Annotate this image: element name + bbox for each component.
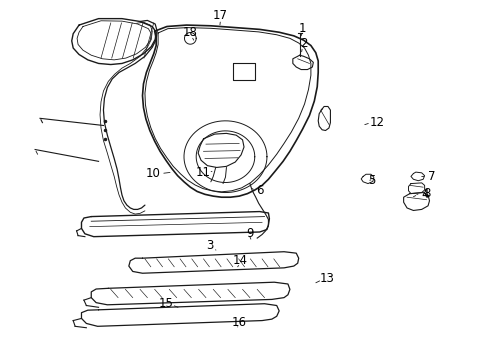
Text: 2: 2 [300,37,307,50]
Text: 8: 8 [423,187,430,200]
Text: 1: 1 [299,22,306,35]
Text: 3: 3 [206,239,214,252]
Text: 11: 11 [196,166,211,179]
Text: 6: 6 [256,184,264,197]
Text: 18: 18 [183,27,198,40]
Text: 10: 10 [146,167,161,180]
Text: 4: 4 [422,188,429,201]
Text: 13: 13 [319,272,335,285]
Text: 14: 14 [233,254,247,267]
Text: 5: 5 [368,174,376,187]
Text: 15: 15 [158,297,173,310]
Text: 17: 17 [213,9,228,22]
Text: 12: 12 [369,116,384,129]
Text: 7: 7 [428,170,435,183]
Text: 16: 16 [232,316,246,329]
Text: 9: 9 [246,227,254,240]
